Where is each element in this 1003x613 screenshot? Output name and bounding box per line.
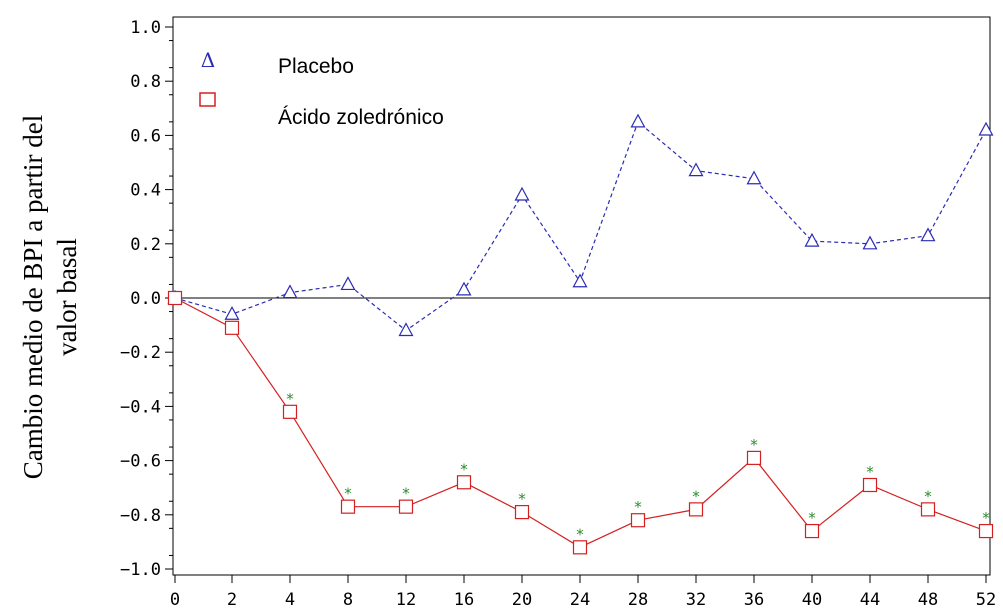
data-point xyxy=(804,232,820,247)
data-point xyxy=(282,404,298,419)
x-tick-label: 24 xyxy=(570,590,590,610)
significance-mark: * xyxy=(634,498,642,516)
data-point xyxy=(572,273,588,288)
data-point xyxy=(224,306,240,320)
x-tick-label: 2 xyxy=(227,590,237,610)
significance-mark: * xyxy=(692,487,700,505)
y-axis: 1.0 0.8 0.6 0.4 0.2 0.0 −0.2 −0.4 −0.6 −0.8 −1.0 xyxy=(120,18,173,580)
data-point xyxy=(920,227,936,242)
legend-label-placebo: Placebo xyxy=(278,55,354,78)
x-tick-label: 8 xyxy=(343,590,353,610)
y-axis-label-line: valor basal xyxy=(52,238,82,356)
data-point xyxy=(167,290,183,306)
data-point xyxy=(688,162,704,177)
y-tick-label: −0.6 xyxy=(120,452,161,472)
y-axis-label: Cambio medio de BPI a partir del valor ba… xyxy=(18,115,82,479)
y-tick-label: −1.0 xyxy=(120,560,161,580)
y-tick-label: −0.8 xyxy=(120,506,161,526)
significance-mark: * xyxy=(576,525,584,543)
series-placebo xyxy=(167,113,994,337)
legend-symbol-placebo: Δ xyxy=(201,48,215,72)
x-tick-label: 12 xyxy=(396,590,416,610)
y-tick-label: 0.2 xyxy=(130,235,161,255)
data-point xyxy=(978,523,994,539)
x-tick-label: 44 xyxy=(860,590,880,610)
data-point xyxy=(688,502,704,517)
x-tick-label: 20 xyxy=(512,590,532,610)
data-point xyxy=(630,113,646,128)
x-tick-label: 0 xyxy=(170,590,180,610)
y-tick-label: 1.0 xyxy=(130,18,161,38)
significance-mark: * xyxy=(982,509,990,527)
data-point xyxy=(746,450,762,465)
significance-mark: * xyxy=(402,485,410,503)
y-tick-label: 0.6 xyxy=(130,126,161,146)
significance-mark: * xyxy=(344,485,352,503)
data-point xyxy=(514,504,530,520)
data-point xyxy=(282,284,298,299)
data-point xyxy=(514,186,530,201)
data-point xyxy=(340,499,356,514)
x-tick-label: 48 xyxy=(918,590,938,610)
legend: Δ Placebo Ácido zoledrónico xyxy=(199,48,444,129)
data-point xyxy=(340,276,356,291)
x-tick-label: 28 xyxy=(628,590,648,610)
x-tick-label: 4 xyxy=(285,590,295,610)
y-axis-label-line: Cambio medio de BPI a partir del xyxy=(18,115,48,479)
y-tick-label: −0.2 xyxy=(120,343,161,363)
x-tick-label: 32 xyxy=(686,590,706,610)
x-tick-label: 36 xyxy=(744,590,764,610)
x-axis: 0 2 4 8 12 16 20 24 28 32 36 40 44 48 52 xyxy=(170,575,996,610)
y-tick-label: 0.0 xyxy=(130,289,161,309)
significance-mark: * xyxy=(808,509,816,527)
data-point xyxy=(746,170,762,185)
series-layer: * * * * * * * * * * * * * xyxy=(167,113,994,555)
data-point xyxy=(862,235,878,250)
significance-mark: * xyxy=(460,460,468,478)
series-zoledronic-acid: * * * * * * * * * * * * * xyxy=(167,290,994,555)
y-tick-label: 0.4 xyxy=(130,181,161,201)
data-point xyxy=(456,475,472,490)
x-tick-label: 52 xyxy=(976,590,996,610)
data-point xyxy=(456,281,472,296)
x-tick-label: 40 xyxy=(802,590,822,610)
significance-mark: * xyxy=(750,436,758,454)
data-point xyxy=(398,322,414,337)
y-tick-label: 0.8 xyxy=(130,72,161,92)
data-point xyxy=(398,499,414,514)
significance-mark: * xyxy=(286,390,294,408)
data-point xyxy=(804,523,820,539)
data-point xyxy=(572,540,588,555)
x-tick-label: 16 xyxy=(454,590,474,610)
significance-mark: * xyxy=(924,487,932,505)
legend-label-zoledronic-acid: Ácido zoledrónico xyxy=(278,106,444,129)
data-point xyxy=(630,513,646,528)
significance-mark: * xyxy=(866,463,874,481)
series-line xyxy=(174,120,987,332)
legend-symbol-zoledronic-acid xyxy=(199,92,216,107)
data-point xyxy=(978,121,994,136)
significance-mark: * xyxy=(518,490,526,508)
y-tick-label: −0.4 xyxy=(120,397,161,417)
data-point xyxy=(920,502,936,517)
data-point xyxy=(224,320,240,335)
data-point xyxy=(862,477,878,493)
series-line xyxy=(174,297,987,548)
